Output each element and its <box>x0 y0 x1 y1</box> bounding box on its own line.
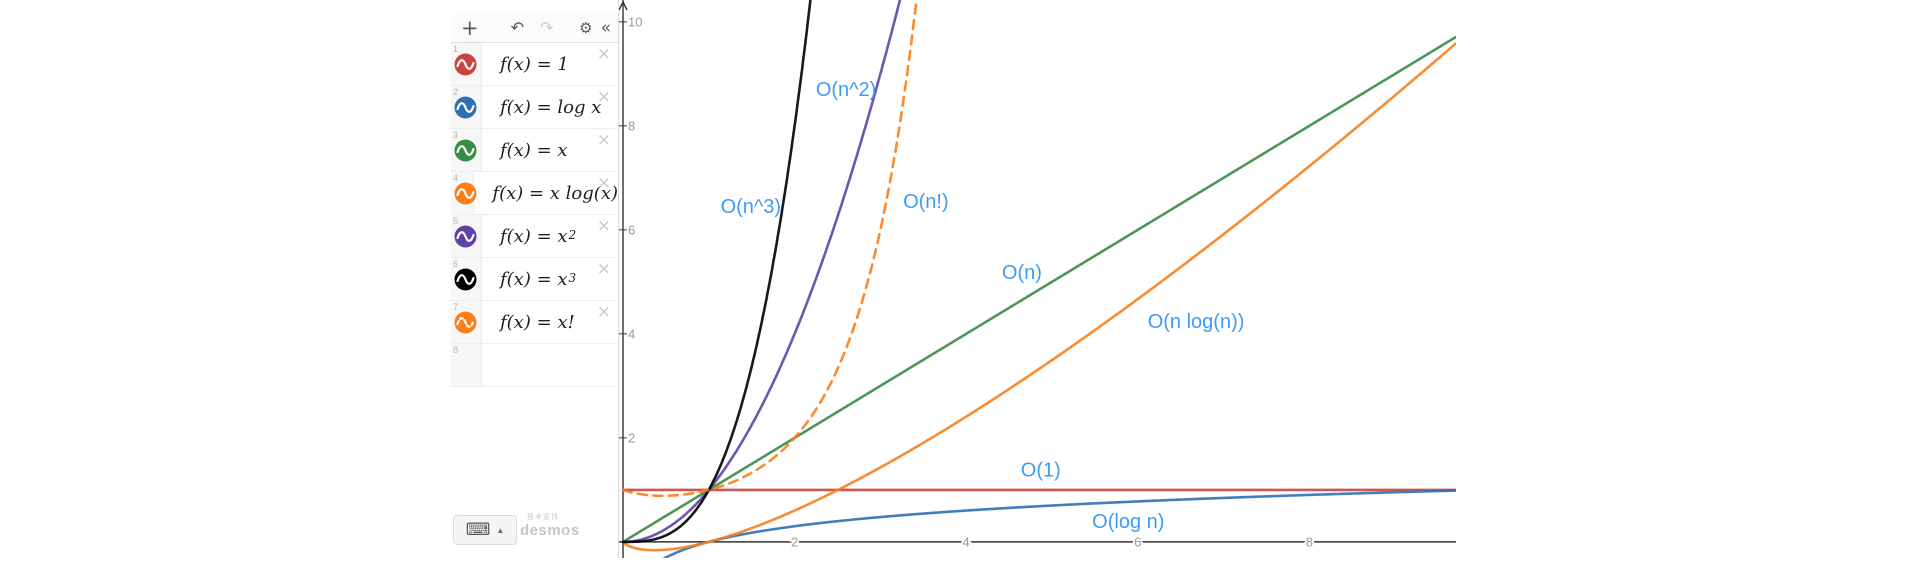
expression-formula[interactable] <box>482 344 618 386</box>
complexity-label: O(n^2) <box>816 79 877 101</box>
y-tick-label: 4 <box>628 326 635 341</box>
graph-canvas[interactable]: 2 4 6 8 2 4 6 8 10 O(n^2) O(n^3) O(n!) O(n) O(n log(n… <box>619 0 1456 558</box>
expression-row-1[interactable]: 1 f(x) = 1 × <box>451 43 618 86</box>
curve-cube[interactable] <box>621 0 827 544</box>
expression-row-3[interactable]: 3 f(x) = x × <box>451 129 618 172</box>
curve-style-icon[interactable] <box>454 268 477 291</box>
expression-gutter[interactable]: 8 <box>451 344 482 386</box>
settings-gear-icon[interactable]: ⚙ <box>575 20 596 36</box>
expression-index: 7 <box>453 302 459 312</box>
expression-row-5[interactable]: 5 f(x) = x 2 × <box>451 215 618 258</box>
expression-row-2[interactable]: 2 f(x) = log x × <box>451 86 618 129</box>
expression-gutter[interactable]: 7 <box>451 301 482 343</box>
expression-gutter[interactable]: 5 <box>451 215 482 257</box>
expression-formula[interactable]: f(x) = log x <box>500 96 602 118</box>
expression-row-8[interactable]: 8 <box>451 344 618 387</box>
expression-index: 2 <box>453 87 459 97</box>
curve-style-icon[interactable] <box>454 225 477 248</box>
keyboard-toggle-button[interactable]: ⌨ ▲ <box>453 515 517 545</box>
y-axis-arrow-icon <box>619 0 628 11</box>
expression-index: 6 <box>453 259 459 269</box>
close-icon[interactable]: × <box>596 130 611 150</box>
expression-row-7[interactable]: 7 f(x) = x! × <box>451 301 618 344</box>
expression-gutter[interactable]: 4 <box>451 172 477 214</box>
expression-index: 8 <box>453 345 459 355</box>
expression-panel: + ↶ ↷ ⚙ « 1 f(x) = 1 × 2 f(x) = log x × 3 f(x) … <box>451 14 618 387</box>
x-tick-label: 2 <box>791 534 798 549</box>
curve-style-icon[interactable] <box>454 96 477 119</box>
desmos-logo: desmos <box>520 522 580 539</box>
complexity-label: O(n^3) <box>721 196 782 218</box>
curve-identity[interactable] <box>621 35 1456 544</box>
watermark-subtitle: 技术支持 <box>527 514 559 521</box>
desmos-watermark: 技术支持 desmos <box>520 514 580 539</box>
complexity-label: O(1) <box>1021 460 1061 482</box>
expression-row-4[interactable]: 4 f(x) = x log(x) × <box>451 172 618 215</box>
expression-index: 5 <box>453 216 459 226</box>
curve-style-icon[interactable] <box>454 139 477 162</box>
curve-log10[interactable] <box>624 489 1456 559</box>
x-tick-label: 6 <box>1134 534 1141 549</box>
add-expression-button[interactable]: + <box>457 17 483 39</box>
close-icon[interactable]: × <box>596 87 611 107</box>
complexity-label: O(n) <box>1002 262 1042 284</box>
complexity-label: O(n log(n)) <box>1148 311 1245 333</box>
expression-formula[interactable]: f(x) = x log(x) <box>492 182 618 204</box>
y-tick-label: 6 <box>628 222 635 237</box>
caret-up-icon: ▲ <box>496 525 505 535</box>
expression-formula[interactable]: f(x) = x! <box>500 311 575 333</box>
y-tick-label: 10 <box>628 14 642 29</box>
expression-gutter[interactable]: 1 <box>451 43 482 85</box>
expression-gutter[interactable]: 2 <box>451 86 482 128</box>
collapse-panel-icon[interactable]: « <box>597 19 615 37</box>
expression-gutter[interactable]: 6 <box>451 258 482 300</box>
curve-nlog10n[interactable] <box>622 42 1456 552</box>
curve-style-icon[interactable] <box>454 53 477 76</box>
complexity-label: O(log n) <box>1092 511 1164 533</box>
undo-button[interactable]: ↶ <box>507 20 528 36</box>
x-tick-label: 8 <box>1306 534 1313 549</box>
curve-style-icon[interactable] <box>454 311 477 334</box>
graph-area[interactable]: 2 4 6 8 2 4 6 8 10 O(n^2) O(n^3) O(n!) O(n) O(n log(n… <box>618 0 1456 558</box>
curve-factorial[interactable] <box>621 0 932 498</box>
expression-row-6[interactable]: 6 f(x) = x 3 × <box>451 258 618 301</box>
y-tick-label: 2 <box>628 430 635 445</box>
expression-index: 4 <box>453 173 459 183</box>
close-icon[interactable]: × <box>596 302 611 322</box>
x-tick-label: 4 <box>963 534 970 549</box>
expression-formula[interactable]: f(x) = x <box>500 139 568 161</box>
expression-formula[interactable]: f(x) = 1 <box>500 53 569 75</box>
close-icon[interactable]: × <box>596 44 611 64</box>
expression-index: 1 <box>453 44 459 54</box>
panel-toolbar: + ↶ ↷ ⚙ « <box>451 14 618 43</box>
keyboard-icon: ⌨ <box>465 520 491 540</box>
close-icon[interactable]: × <box>596 173 611 193</box>
curve-square[interactable] <box>621 0 923 544</box>
redo-button: ↷ <box>536 20 557 36</box>
expression-gutter[interactable]: 3 <box>451 129 482 171</box>
close-icon[interactable]: × <box>596 259 611 279</box>
close-icon[interactable]: × <box>596 216 611 236</box>
curve-style-icon[interactable] <box>454 182 477 205</box>
y-tick-label: 8 <box>628 118 635 133</box>
expression-index: 3 <box>453 130 459 140</box>
complexity-label: O(n!) <box>903 191 949 213</box>
expression-list: 1 f(x) = 1 × 2 f(x) = log x × 3 f(x) = x × 4 f(x) … <box>451 43 618 387</box>
